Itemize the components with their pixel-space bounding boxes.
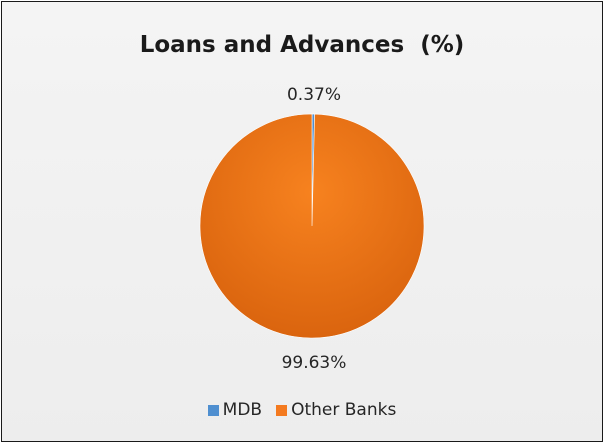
legend-label-mdb: MDB xyxy=(222,400,263,420)
data-label-other-banks: 99.63% xyxy=(282,353,347,373)
legend-swatch-mdb xyxy=(207,404,219,416)
pie-slice-other-banks xyxy=(199,113,425,339)
legend-item-mdb: MDB xyxy=(207,400,263,420)
legend: MDB Other Banks xyxy=(2,400,602,420)
data-label-mdb: 0.37% xyxy=(287,85,341,105)
chart-frame: Loans and Advances (%) 0.37% 99.63% MDB O… xyxy=(1,1,603,442)
chart-title: Loans and Advances (%) xyxy=(139,32,465,58)
pie-chart: 0.37% 99.63% xyxy=(199,85,425,373)
legend-swatch-other-banks xyxy=(276,404,288,416)
legend-label-other-banks: Other Banks xyxy=(291,400,397,420)
legend-item-other-banks: Other Banks xyxy=(276,400,396,420)
